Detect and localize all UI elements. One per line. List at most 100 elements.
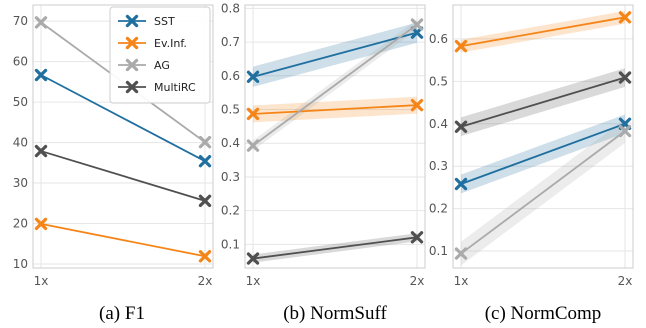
y-tick-label: 0.7	[221, 35, 240, 49]
point-multirc	[34, 144, 48, 158]
point-ag	[410, 18, 424, 31]
y-tick-label: 0.4	[221, 136, 240, 150]
point-ag	[198, 135, 212, 149]
legend-marker	[125, 80, 139, 94]
point-multirc-stroke-b	[618, 71, 632, 84]
legend-item-multirc: MultiRC	[118, 80, 196, 94]
series-line-ev-inf	[252, 104, 418, 115]
legend-label: AG	[154, 59, 170, 72]
point-multirc	[410, 231, 424, 244]
y-tick-label: 30	[13, 176, 28, 190]
point-multirc	[454, 120, 468, 133]
point-sst	[34, 68, 48, 82]
point-sst-stroke-b	[246, 70, 260, 84]
point-ag	[34, 16, 48, 29]
panel-caption: (c) NormComp	[485, 303, 602, 324]
x-tick-label: 1x	[454, 274, 469, 288]
y-tick-label: 0.2	[221, 204, 240, 218]
point-ag-stroke-b	[34, 16, 48, 29]
panel-2: 0.1 0.2 0.3 0.4 0.5 0.6 0.7 0.8 1x 2x (b) NormSuff	[221, 1, 426, 324]
legend-marker-stroke-b	[125, 14, 139, 28]
legend-marker	[125, 14, 139, 28]
y-tick-label: 60	[13, 55, 28, 69]
point-ev-inf-stroke-b	[198, 250, 212, 263]
point-ag	[454, 247, 468, 260]
y-tick-label: 0.5	[429, 74, 448, 88]
series-line-sst	[252, 31, 418, 78]
y-tick-label: 0.3	[429, 159, 448, 173]
y-tick-label: 50	[13, 95, 28, 109]
series-line-multirc	[252, 236, 418, 260]
y-tick-label: 0.8	[221, 1, 240, 15]
panel-1: 10 20 30 40 50 60 70 1x 2x (a) F1 SST Ev.Inf. AG Mult…	[13, 4, 214, 324]
point-sst-stroke-b	[198, 154, 212, 168]
point-multirc-stroke-b	[454, 120, 468, 133]
point-ag-stroke-b	[246, 139, 260, 152]
point-ev-inf	[198, 250, 212, 263]
point-ag-stroke-b	[454, 247, 468, 260]
legend-item-sst: SST	[118, 14, 175, 28]
series-line-multirc	[40, 150, 206, 202]
x-tick-label: 2x	[198, 274, 213, 288]
point-ev-inf-stroke-b	[410, 98, 424, 112]
y-tick-label: 20	[13, 216, 28, 230]
x-tick-label: 2x	[410, 274, 425, 288]
legend-label: Ev.Inf.	[154, 37, 187, 50]
series-line-ev-inf	[460, 16, 626, 48]
series-line-sst	[460, 122, 626, 185]
y-tick-label: 0.6	[221, 69, 240, 83]
series-line-ev-inf	[40, 223, 206, 258]
plot-frame	[32, 4, 214, 269]
point-multirc	[246, 252, 260, 265]
point-ev-inf-stroke-b	[246, 107, 260, 121]
legend-marker-stroke-b	[125, 80, 139, 94]
point-sst-stroke-b	[454, 177, 468, 191]
point-sst-stroke-b	[34, 68, 48, 82]
y-tick-label: 0.1	[221, 237, 240, 251]
legend-item-ag: AG	[118, 58, 170, 72]
y-tick-label: 0.5	[221, 103, 240, 117]
x-tick-label: 1x	[246, 274, 261, 288]
series-line-multirc	[460, 76, 626, 128]
point-multirc	[198, 194, 212, 208]
point-sst	[198, 154, 212, 168]
legend: SST Ev.Inf. AG MultiRC	[109, 6, 211, 104]
panel-caption: (b) NormSuff	[283, 303, 387, 324]
y-tick-label: 70	[13, 14, 28, 28]
legend-marker-stroke-b	[125, 58, 139, 72]
y-tick-label: 0.3	[221, 170, 240, 184]
legend-label: SST	[154, 15, 175, 28]
point-ev-inf	[246, 107, 260, 121]
y-tick-label: 0.4	[429, 117, 448, 131]
point-ev-inf-stroke-b	[618, 11, 632, 24]
series-line-ag	[252, 23, 418, 147]
point-multirc-stroke-b	[34, 144, 48, 158]
point-multirc	[618, 71, 632, 84]
point-ev-inf-stroke-b	[454, 39, 468, 53]
series-line-ag	[460, 130, 626, 255]
legend-box	[109, 6, 211, 104]
legend-marker-stroke-b	[125, 36, 139, 50]
point-multirc-stroke-b	[198, 194, 212, 208]
y-tick-label: 0.2	[429, 202, 448, 216]
x-tick-label: 1x	[34, 274, 49, 288]
point-multirc-stroke-b	[410, 231, 424, 244]
x-tick-label: 2x	[618, 274, 633, 288]
point-ag-stroke-b	[410, 18, 424, 31]
plot-frame	[452, 4, 634, 269]
point-ev-inf	[34, 217, 48, 231]
series-line-sst	[40, 74, 206, 162]
y-tick-label: 0.6	[429, 32, 448, 46]
point-sst	[246, 70, 260, 84]
point-ag	[246, 139, 260, 152]
point-ev-inf	[454, 39, 468, 53]
point-multirc-stroke-b	[246, 252, 260, 265]
plot-frame	[244, 4, 426, 269]
point-ag-stroke-b	[198, 135, 212, 149]
point-ev-inf	[410, 98, 424, 112]
legend-marker	[125, 58, 139, 72]
point-ev-inf-stroke-b	[34, 217, 48, 231]
point-ag	[618, 124, 632, 138]
point-ev-inf	[618, 11, 632, 24]
